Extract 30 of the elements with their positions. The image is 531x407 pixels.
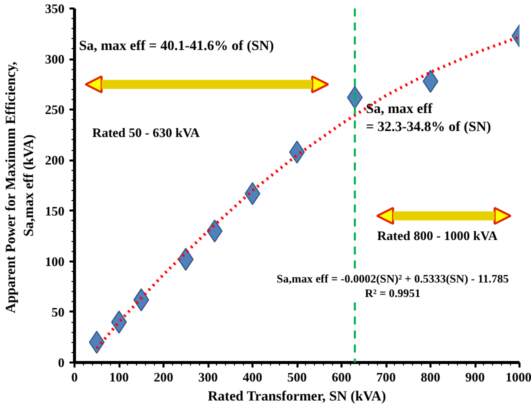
y-tick-label: 0	[58, 355, 64, 370]
y-tick-label: 50	[52, 304, 64, 320]
annotation: Rated 800 - 1000 kVA	[377, 228, 498, 244]
x-tick-label: 700	[376, 370, 396, 384]
point	[178, 248, 194, 271]
y-tick-label: 300	[45, 52, 64, 67]
y-tick-label: 100	[45, 254, 64, 269]
x-tick-label: 800	[420, 370, 440, 384]
x-tick-label: 0	[71, 370, 78, 384]
annotation: Sa, max eff = 32.3-34.8% of (SN)	[366, 102, 492, 135]
y-tick-label: 350	[45, 1, 64, 16]
y-tick-label: 150	[45, 203, 64, 218]
x-tick-label: 100	[109, 370, 129, 384]
point	[206, 220, 223, 243]
x-tick-label: 400	[242, 370, 262, 384]
y-axis-title: Apparent Power for Maximum Efficiency, Sa,max eff (kVA)	[4, 62, 37, 314]
x-tick-label: 1000	[506, 370, 531, 384]
y-tick-label: 250	[45, 102, 64, 118]
point	[133, 288, 150, 312]
annotation: Rated 50 - 630 kVA	[92, 124, 200, 140]
x-tick-label: 200	[154, 370, 174, 384]
y-tick-label: 200	[45, 152, 64, 168]
x-tick-label: 300	[198, 370, 218, 384]
x-tick-label: 500	[287, 370, 307, 384]
x-tick-label: 900	[465, 370, 485, 384]
x-axis-title: Rated Transformer, SN (kVA)	[208, 390, 386, 404]
point	[88, 330, 105, 354]
x-tick-label: 600	[332, 370, 352, 384]
annotation: Sa, max eff = 40.1-41.6% of (SN)	[78, 39, 274, 54]
annotation: Sa,max eff = -0.0002(SN)² + 0.5333(SN) - 11.785 R² = 0.9951	[276, 273, 510, 300]
